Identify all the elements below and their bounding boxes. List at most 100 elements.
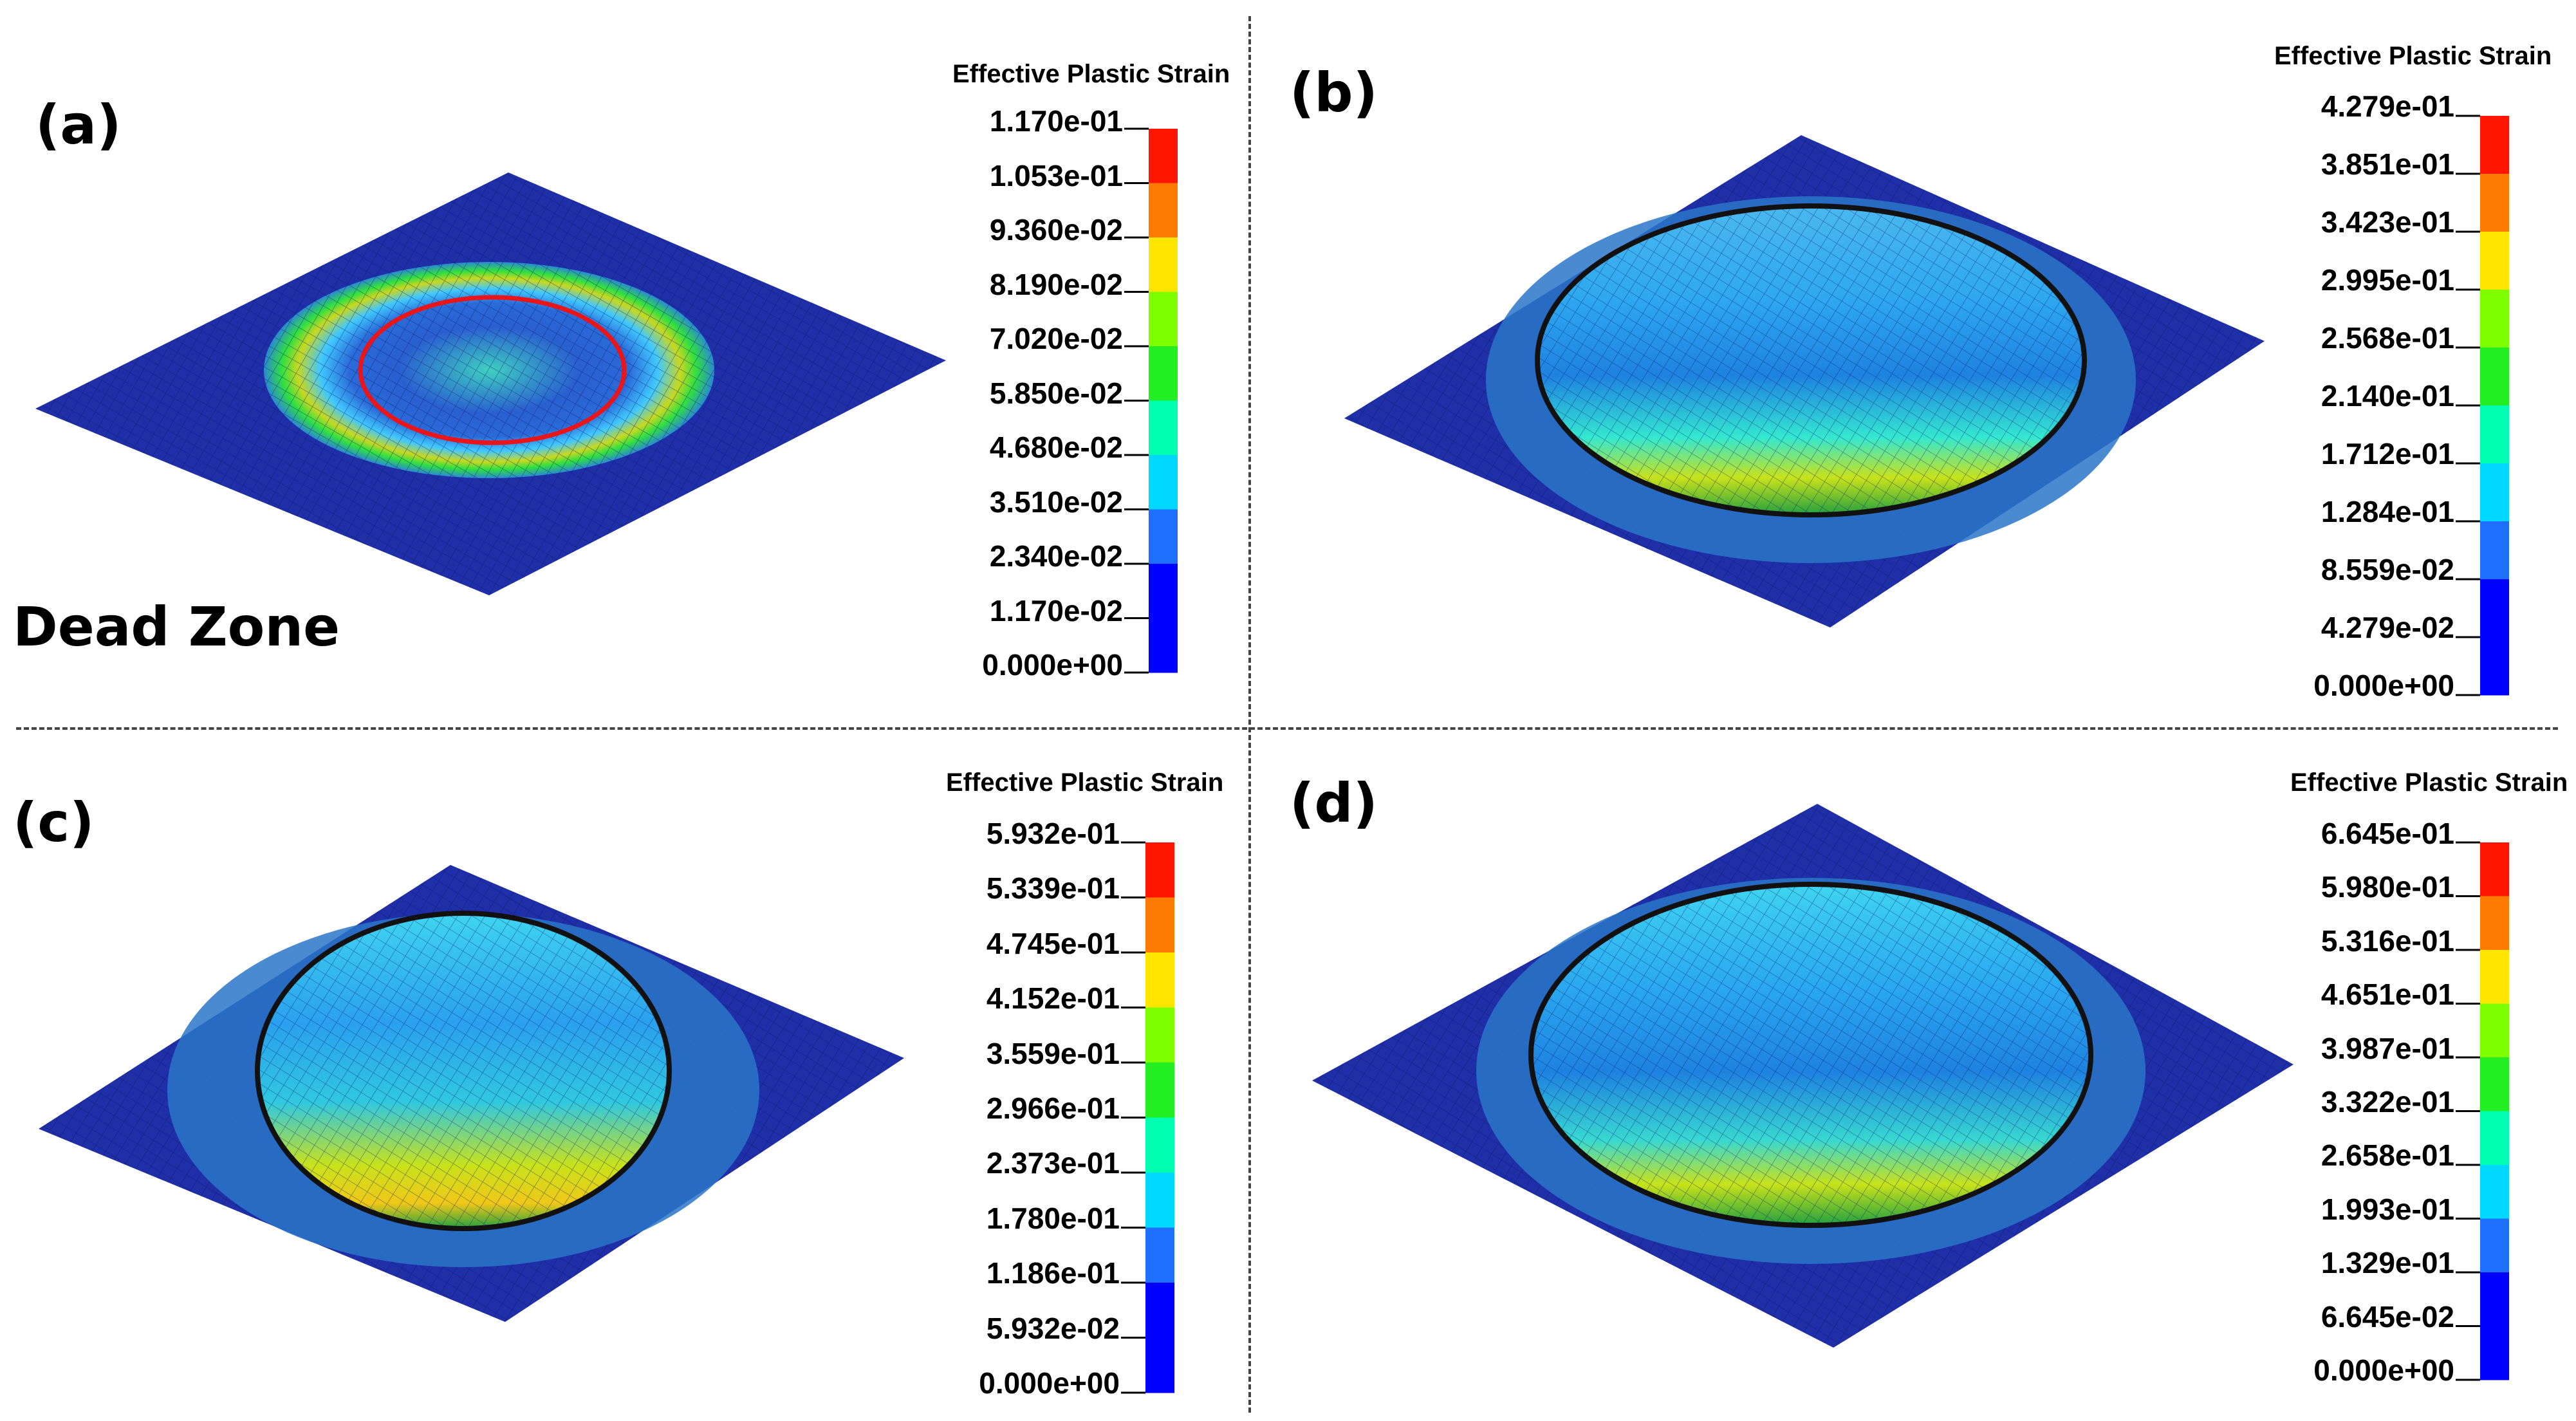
panel-d: (d) Effective Plastic Strain 6.645e-01 5.… xyxy=(1251,730,2576,1421)
tick-label: 4.152e-01 xyxy=(986,981,1120,1016)
tick-label: 7.020e-02 xyxy=(989,322,1123,355)
scale-band xyxy=(2480,174,2509,232)
panel-b: (b) Effective Plastic Strain 4.279e-01 3.… xyxy=(1251,0,2576,727)
tick-label: 9.360e-02 xyxy=(989,213,1123,246)
scale-band xyxy=(2480,463,2509,522)
tick-label: 1.284e-01 xyxy=(2321,495,2454,528)
scale-band xyxy=(1149,400,1178,456)
tick-label: 1.329e-01 xyxy=(2321,1246,2454,1280)
legend-title: Effective Plastic Strain xyxy=(952,60,1230,88)
scale-band xyxy=(2480,348,2509,406)
tick-label: 2.995e-01 xyxy=(2321,263,2454,297)
tick-label: 4.651e-01 xyxy=(2321,978,2454,1012)
color-scale-a xyxy=(1124,127,1178,674)
tick-label: 3.851e-01 xyxy=(2321,147,2454,181)
sheet-render-c xyxy=(39,865,904,1322)
scale-band xyxy=(1149,129,1178,183)
tick-label: 2.140e-01 xyxy=(2321,379,2454,413)
sheet-render-b xyxy=(1344,135,2265,627)
tick-label: 3.987e-01 xyxy=(2321,1031,2454,1065)
tick-label: 5.980e-01 xyxy=(2321,870,2454,904)
tick-label: 0.000e+00 xyxy=(2313,669,2454,702)
tick-label: 5.932e-02 xyxy=(986,1311,1120,1345)
sheet-render-d xyxy=(1312,804,2293,1348)
tick-label: 1.170e-02 xyxy=(989,593,1123,627)
scale-band xyxy=(1149,618,1178,673)
scale-band xyxy=(2480,896,2509,951)
panel-label: (b) xyxy=(1290,61,1378,124)
tick-label: 1.712e-01 xyxy=(2321,437,2454,470)
tick-label: 4.745e-01 xyxy=(986,926,1120,960)
tick-label: 8.559e-02 xyxy=(2321,553,2454,586)
tick-label: 4.279e-02 xyxy=(2321,611,2454,644)
scale-band xyxy=(1149,237,1178,292)
scale-band xyxy=(1145,842,1174,898)
scale-band xyxy=(1145,1283,1174,1338)
scale-band xyxy=(2480,1003,2509,1058)
tick-label: 1.186e-01 xyxy=(986,1256,1120,1290)
scale-band xyxy=(1145,952,1174,1008)
panel-label: (a) xyxy=(35,93,122,156)
tick-label: 1.053e-01 xyxy=(989,158,1123,192)
scale-band xyxy=(2480,290,2509,348)
tick-label: 2.966e-01 xyxy=(986,1091,1120,1125)
tick-label: 1.170e-01 xyxy=(989,104,1123,138)
tick-label: 2.340e-02 xyxy=(989,539,1123,573)
scale-band xyxy=(2480,1326,2509,1380)
scale-band xyxy=(2480,405,2509,464)
scale-band xyxy=(2480,521,2509,580)
vertical-separator xyxy=(1248,16,1251,1413)
scale-band xyxy=(2480,1272,2509,1326)
scale-band xyxy=(2480,1057,2509,1111)
scale-band xyxy=(2480,842,2509,896)
tick-label: 8.190e-02 xyxy=(989,267,1123,301)
tick-label: 1.993e-01 xyxy=(2321,1192,2454,1226)
scale-band xyxy=(1149,183,1178,238)
dead-zone-label: Dead Zone xyxy=(13,595,340,658)
scale-band xyxy=(2480,579,2509,638)
color-scale-c xyxy=(1121,841,1174,1394)
tick-label: 3.559e-01 xyxy=(986,1036,1120,1070)
tick-label: 5.316e-01 xyxy=(2321,924,2454,958)
scale-band xyxy=(1149,564,1178,618)
color-scale-b xyxy=(2456,115,2509,696)
scale-band xyxy=(2480,1165,2509,1219)
scale-band xyxy=(1145,1173,1174,1228)
tick-label: 6.645e-01 xyxy=(2321,817,2454,850)
scale-band xyxy=(1149,455,1178,510)
tick-label: 5.932e-01 xyxy=(986,817,1120,850)
tick-label: 2.568e-01 xyxy=(2321,321,2454,355)
sheet-render-a xyxy=(35,172,946,595)
tick-label: 3.423e-01 xyxy=(2321,205,2454,239)
tick-label: 3.510e-02 xyxy=(989,485,1123,519)
legend-title: Effective Plastic Strain xyxy=(2290,768,2568,797)
tick-label: 1.780e-01 xyxy=(986,1201,1120,1235)
scale-band xyxy=(1145,1337,1174,1393)
tick-label: 3.322e-01 xyxy=(2321,1085,2454,1119)
panel-a: (a) Dead Zone Effective Plastic Strain 1… xyxy=(0,0,1248,727)
scale-band xyxy=(1149,346,1178,401)
tick-label: 5.850e-02 xyxy=(989,376,1123,410)
dead-zone-circle xyxy=(358,295,627,445)
tick-label: 0.000e+00 xyxy=(982,648,1123,682)
scale-band xyxy=(2480,116,2509,174)
panel-label: (c) xyxy=(13,791,95,854)
tick-label: 0.000e+00 xyxy=(979,1366,1120,1400)
color-scale-d xyxy=(2456,841,2509,1381)
scale-band xyxy=(1145,1227,1174,1283)
tick-label: 4.279e-01 xyxy=(2321,89,2454,123)
legend-title: Effective Plastic Strain xyxy=(2274,42,2552,70)
legend-title: Effective Plastic Strain xyxy=(946,768,1224,797)
tick-label: 4.680e-02 xyxy=(989,431,1123,464)
scale-band xyxy=(1145,1063,1174,1118)
scale-band xyxy=(1149,509,1178,564)
scale-band xyxy=(2480,950,2509,1004)
scale-band xyxy=(1149,292,1178,347)
tick-label: 2.658e-01 xyxy=(2321,1138,2454,1173)
tick-label: 5.339e-01 xyxy=(986,871,1120,906)
scale-band xyxy=(2480,1111,2509,1166)
horizontal-separator xyxy=(16,727,2558,730)
tick-label: 6.645e-02 xyxy=(2321,1299,2454,1333)
tick-label: 2.373e-01 xyxy=(986,1146,1120,1180)
scale-band xyxy=(1145,1007,1174,1063)
